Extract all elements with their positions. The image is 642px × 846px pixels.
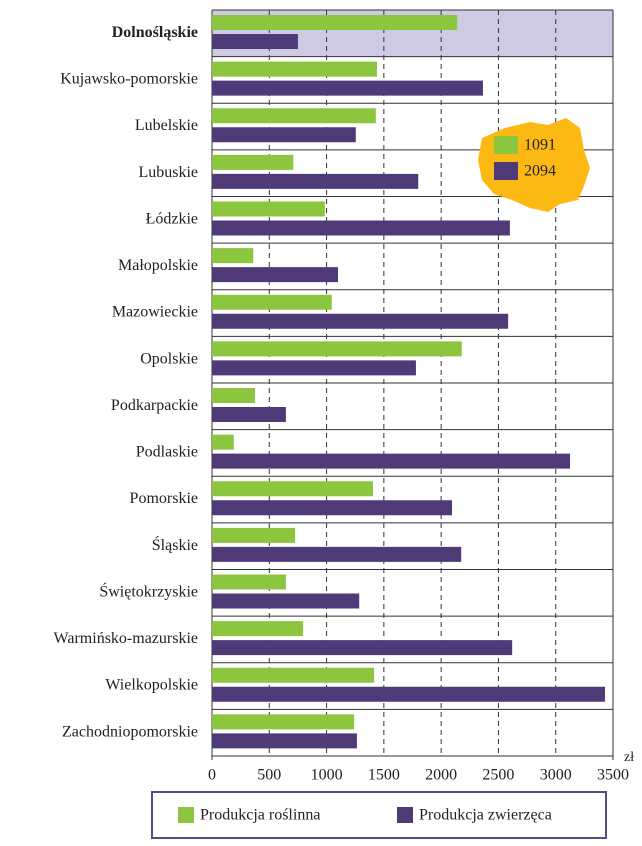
bar	[212, 248, 254, 264]
bar	[212, 341, 462, 357]
inset-swatch	[494, 162, 518, 180]
bar	[212, 714, 355, 730]
bar	[212, 407, 286, 422]
inset-value: 1091	[524, 137, 556, 154]
y-tick-label: Kujawsko-pomorskie	[60, 71, 198, 88]
bar	[212, 220, 510, 236]
y-tick-label: Podlaskie	[136, 444, 198, 461]
y-tick-label: Opolskie	[140, 350, 198, 367]
y-tick-label: Dolnośląskie	[112, 24, 198, 41]
y-tick-label: Lubuskie	[138, 164, 198, 181]
y-tick-label: Małopolskie	[118, 257, 198, 274]
bar	[212, 546, 462, 562]
x-tick-label: 3500	[597, 767, 629, 784]
bar	[212, 500, 453, 516]
bar	[212, 201, 325, 217]
bar	[212, 267, 339, 283]
x-tick-label: 1500	[368, 767, 400, 784]
bar	[212, 34, 298, 49]
bar	[212, 621, 304, 637]
inset-value: 2094	[524, 163, 556, 180]
x-tick-label: 2500	[482, 767, 514, 784]
y-tick-label: Zachodniopomorskie	[62, 723, 198, 740]
y-tick-label: Łódzkie	[146, 210, 198, 227]
legend-label: Produkcja zwierzęca	[419, 807, 552, 824]
bar	[212, 388, 255, 403]
y-tick-label: Świętokrzyskie	[99, 581, 198, 600]
bar	[212, 527, 296, 543]
bar	[212, 733, 357, 749]
legend-swatch	[397, 807, 413, 823]
x-tick-label: 2000	[425, 767, 457, 784]
bar	[212, 686, 605, 702]
bar	[212, 127, 356, 143]
legend-box	[151, 791, 607, 839]
bar	[212, 453, 571, 469]
inset-swatch	[494, 136, 518, 154]
bar	[212, 108, 376, 124]
x-tick-label: 0	[208, 767, 216, 784]
bar	[212, 640, 513, 656]
y-tick-label: Śląskie	[152, 535, 198, 554]
bar	[212, 667, 375, 683]
x-axis-label: zł	[624, 750, 634, 765]
y-tick-label: Wielkopolskie	[105, 677, 198, 694]
y-tick-label: Podkarpackie	[111, 397, 198, 414]
bar	[212, 61, 377, 77]
bar	[212, 593, 360, 609]
y-tick-label: Mazowieckie	[112, 304, 198, 321]
bar	[212, 434, 234, 450]
y-tick-label: Pomorskie	[130, 490, 198, 507]
bar	[212, 574, 286, 590]
x-tick-label: 1000	[311, 767, 343, 784]
bar	[212, 294, 332, 310]
bar	[212, 481, 373, 497]
bar	[212, 313, 509, 329]
bar	[212, 15, 458, 30]
x-tick-label: 3000	[540, 767, 572, 784]
bar	[212, 80, 483, 96]
x-tick-label: 500	[257, 767, 281, 784]
bar	[212, 173, 419, 189]
bar	[212, 360, 416, 376]
legend-label: Produkcja roślinna	[200, 807, 320, 824]
legend-swatch	[178, 807, 194, 823]
y-tick-label: Lubelskie	[135, 117, 198, 134]
bar	[212, 154, 294, 170]
y-tick-label: Warmińsko-mazurskie	[54, 630, 198, 647]
